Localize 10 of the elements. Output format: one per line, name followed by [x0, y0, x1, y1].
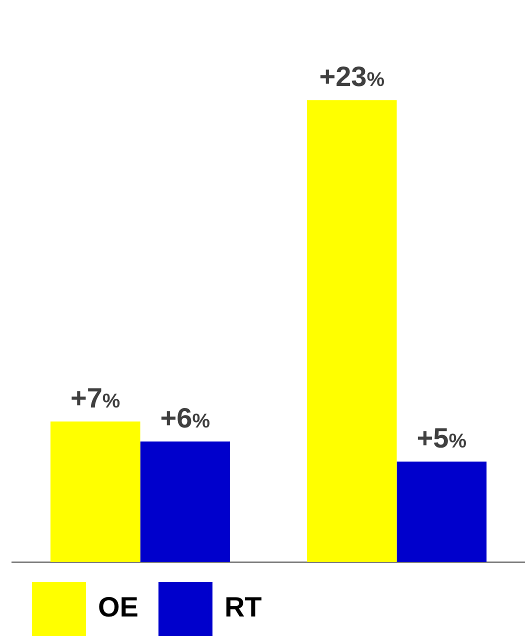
data-label: +7%: [70, 382, 120, 414]
data-label: +23%: [319, 61, 385, 92]
legend-label: OE: [98, 592, 138, 623]
bar: [140, 442, 230, 562]
bar: [306, 100, 397, 562]
data-label: +6%: [160, 402, 210, 434]
bar: [396, 462, 487, 562]
legend-label: RT: [224, 592, 262, 623]
bar: [50, 421, 140, 562]
data-label: +5%: [416, 422, 467, 454]
